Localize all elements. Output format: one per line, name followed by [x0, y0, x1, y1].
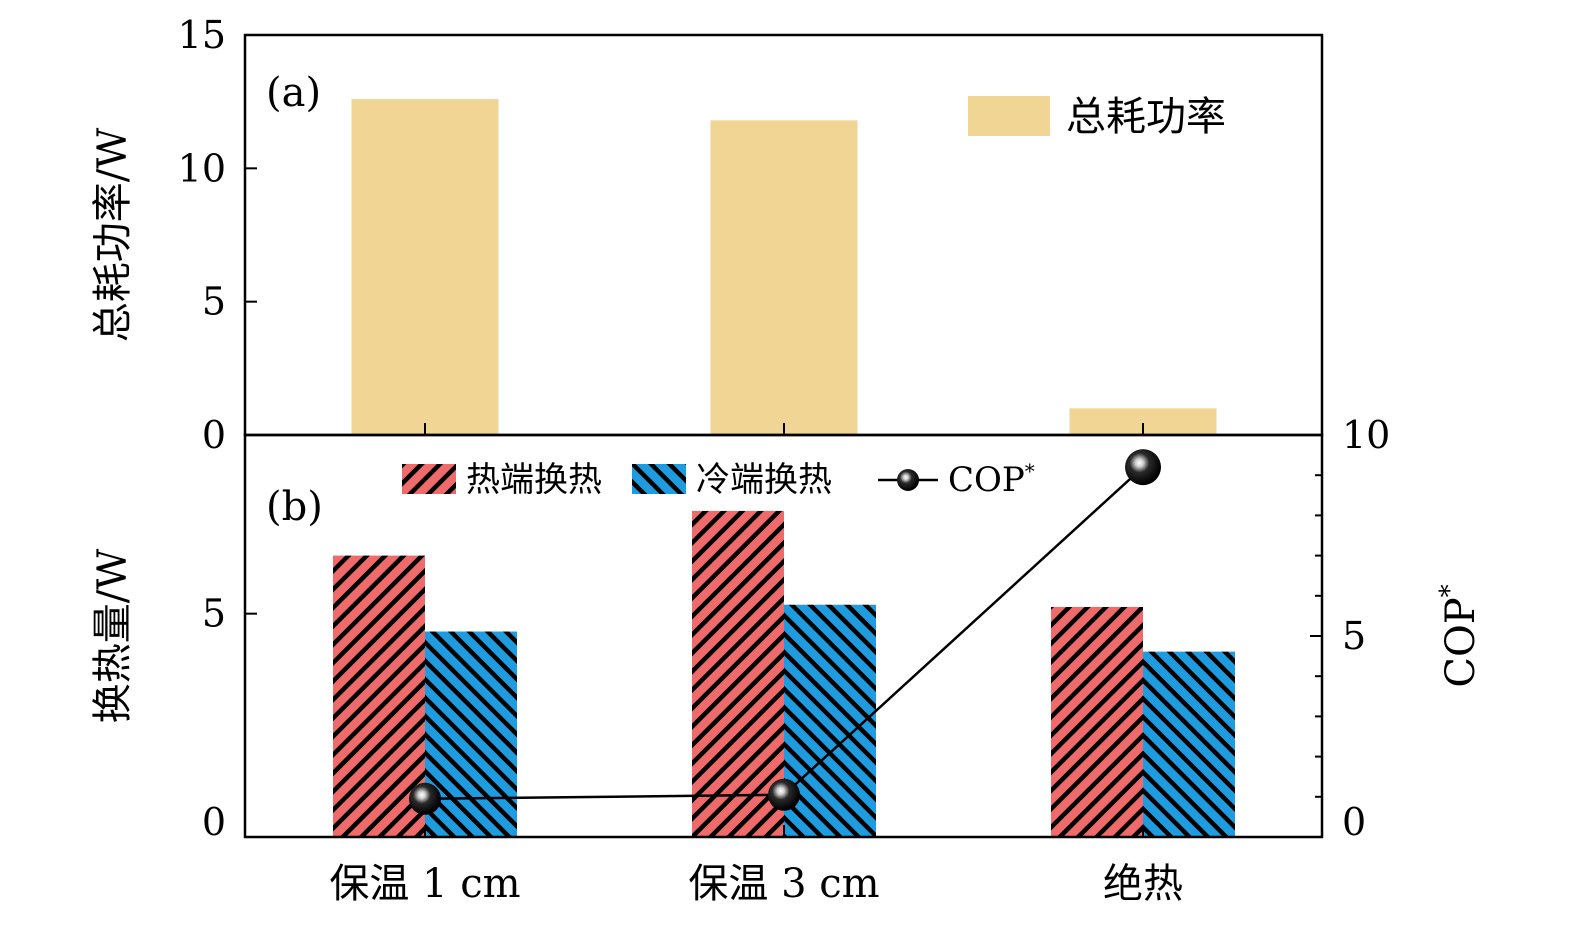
panel-b-y-axis-title: 换热量/W — [90, 549, 136, 724]
point-cop-保温-3-cm — [768, 778, 800, 811]
y2-title-star: * — [1435, 584, 1465, 597]
y-tick-label-a-5: 5 — [202, 280, 226, 324]
y-tick-label-b-5: 5 — [202, 592, 226, 636]
legend-label-cold-end: 冷端换热 — [696, 460, 832, 500]
y-tick-label-a-10: 10 — [178, 146, 226, 190]
y-tick-label-a-0: 0 — [202, 413, 226, 457]
y-tick-label-a-15: 15 — [178, 13, 226, 57]
x-category-label-绝热: 绝热 — [1103, 861, 1183, 907]
legend-swatch-cold-end — [632, 464, 686, 494]
legend-marker-cop — [897, 469, 919, 491]
y2-title-text: COP — [1438, 597, 1484, 687]
bar-hot-end-保温-1-cm — [333, 555, 425, 837]
panel-a-legend: 总耗功率 — [968, 94, 1226, 140]
panel-b-legend: 热端换热 冷端换热 COP* — [402, 459, 1035, 500]
y-tick-label-b-0: 0 — [202, 800, 226, 844]
y2-tick-label-0: 0 — [1342, 800, 1366, 844]
bar-cold-end-绝热 — [1143, 651, 1235, 837]
x-category-label-保温-1-cm: 保温 1 cm — [329, 861, 520, 907]
point-cop-绝热 — [1125, 449, 1161, 486]
legend-label-cop-star: * — [1025, 459, 1035, 483]
bar-hot-end-绝热 — [1051, 606, 1143, 837]
panel-a: 0 5 10 15 (a) 总耗功率/W 总耗功率 — [90, 13, 1324, 457]
legend-swatch-total-power — [968, 96, 1050, 136]
bar-total-power-保温-1-cm — [351, 99, 499, 435]
legend-label-cop: COP* — [948, 459, 1035, 500]
point-cop-保温-1-cm — [409, 782, 441, 815]
y2-tick-label-5: 5 — [1342, 614, 1366, 658]
panel-b-y2-axis-title: COP* — [1435, 584, 1484, 687]
legend-label-total-power: 总耗功率 — [1066, 94, 1226, 140]
panel-a-label: (a) — [266, 70, 321, 116]
bar-hot-end-保温-3-cm — [692, 510, 784, 837]
panel-a-y-axis-title: 总耗功率/W — [90, 128, 136, 343]
x-category-label-保温-3-cm: 保温 3 cm — [688, 861, 879, 907]
y2-tick-label-10: 10 — [1342, 413, 1390, 457]
panel-b-label: (b) — [266, 484, 323, 530]
legend-label-cop-text: COP — [948, 460, 1025, 500]
legend-swatch-hot-end — [402, 464, 456, 494]
legend-label-hot-end: 热端换热 — [466, 460, 602, 500]
x-axis-category-labels: 保温 1 cm 保温 3 cm 绝热 — [329, 861, 1183, 907]
bar-total-power-保温-3-cm — [710, 120, 858, 435]
